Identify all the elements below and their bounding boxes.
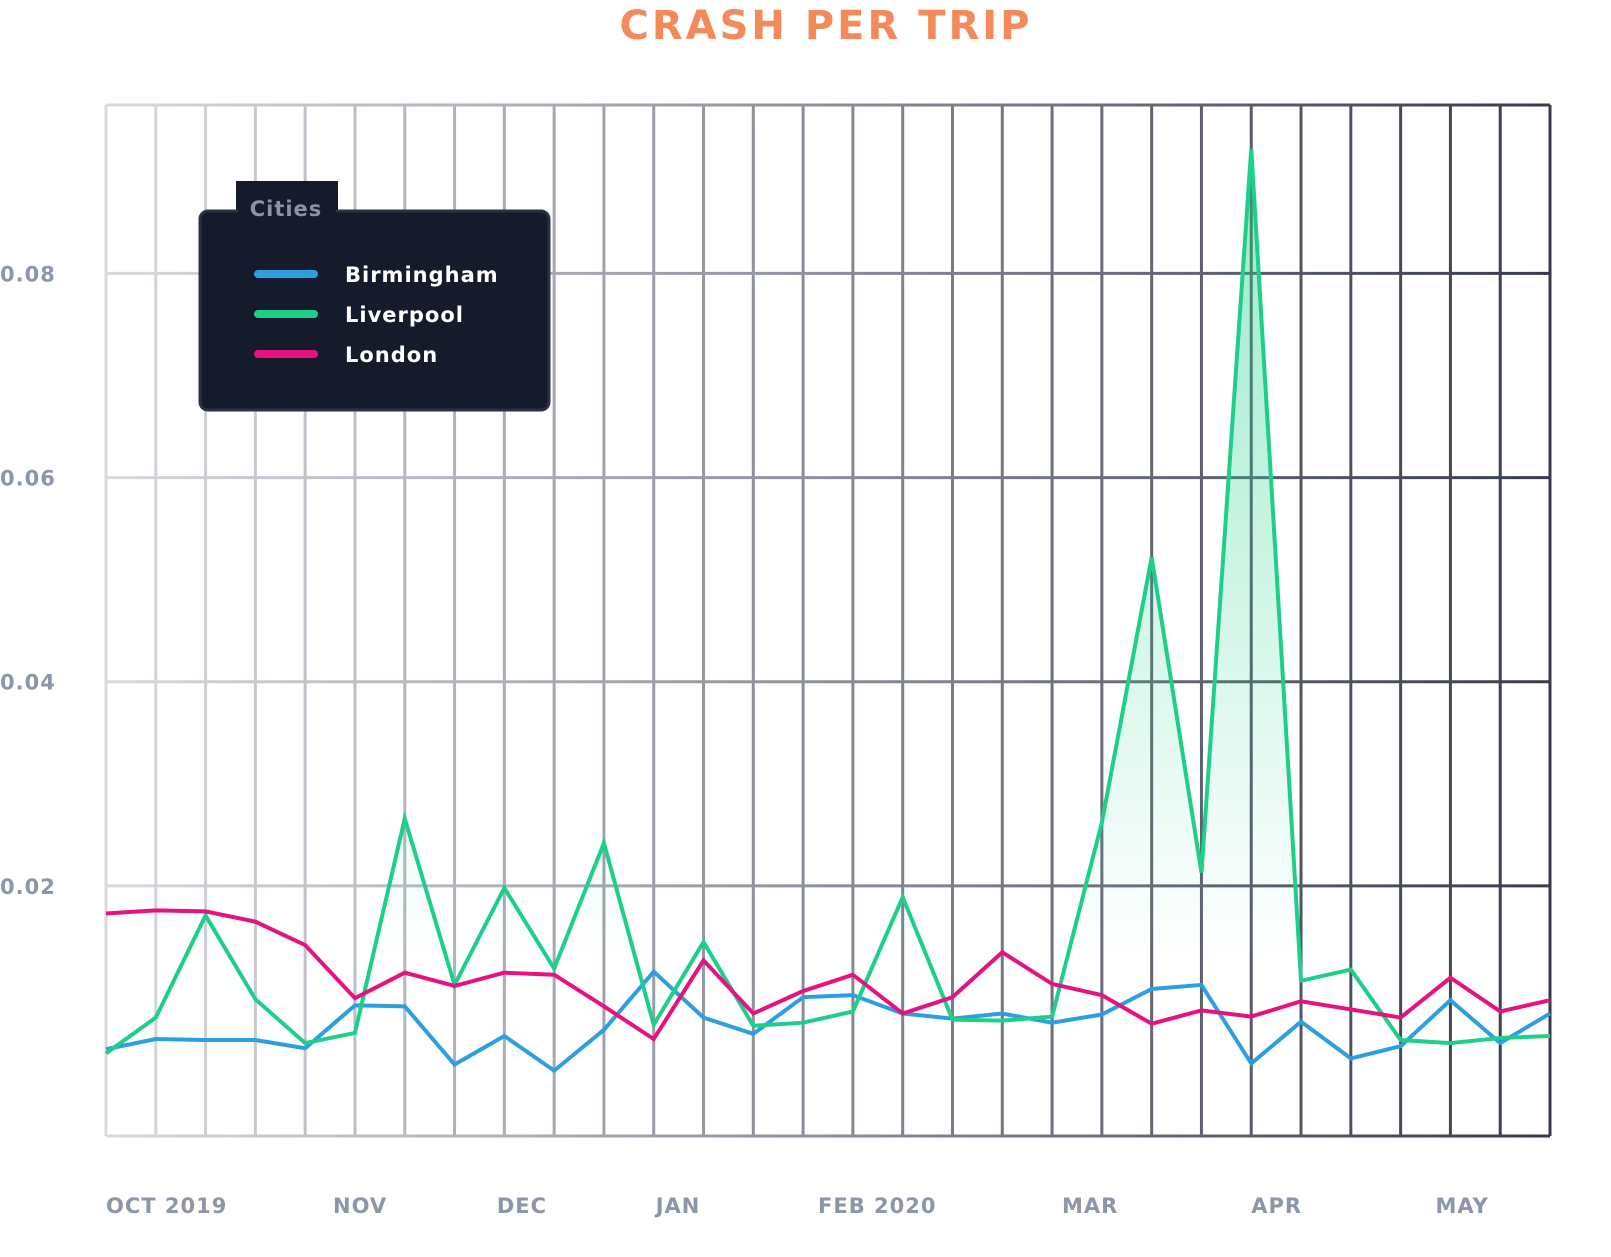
legend-box bbox=[198, 209, 551, 412]
x-tick-label: APR bbox=[1251, 1194, 1302, 1218]
area bbox=[106, 148, 1550, 1137]
legend-title: Cities bbox=[250, 197, 323, 221]
line bbox=[105, 908, 1551, 1042]
x-tick-label: FEB 2020 bbox=[818, 1194, 936, 1218]
legend: Cities Birmingham Liverpool London bbox=[198, 181, 551, 412]
y-tick-label: 0.04 bbox=[0, 671, 56, 695]
legend-label: Birmingham bbox=[345, 263, 499, 287]
x-tick-label: JAN bbox=[654, 1194, 701, 1218]
line bbox=[104, 148, 1551, 1055]
x-tick-label: MAY bbox=[1435, 1194, 1488, 1218]
x-tick-label: MAR bbox=[1062, 1194, 1118, 1218]
legend-tab-join bbox=[238, 205, 336, 217]
chart-title: CRASH PER TRIP bbox=[620, 3, 1033, 49]
x-tick-label: NOV bbox=[333, 1194, 387, 1218]
y-tick-label: 0.06 bbox=[0, 467, 56, 491]
y-tick-label: 0.08 bbox=[0, 262, 56, 286]
y-tick-label: 0.02 bbox=[0, 875, 56, 899]
plot bbox=[104, 148, 1552, 1137]
legend-label: London bbox=[345, 343, 438, 367]
x-tick-label: OCT 2019 bbox=[106, 1194, 227, 1218]
x-tick-label: DEC bbox=[497, 1194, 547, 1218]
legend-label: Liverpool bbox=[345, 303, 464, 327]
